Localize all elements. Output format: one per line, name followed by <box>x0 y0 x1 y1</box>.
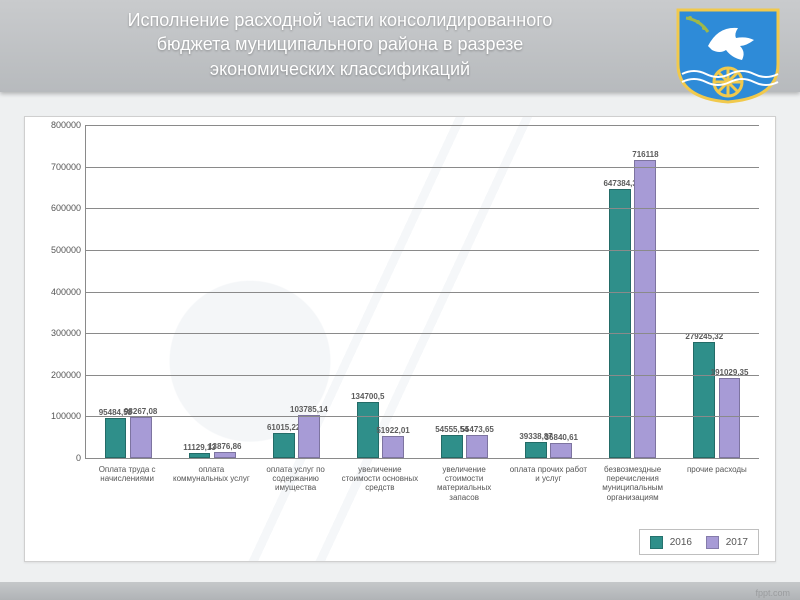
chart-plot-area: 95484,5898267,08 11129,1313876,86 61015,22… <box>85 125 759 459</box>
chart-container: 95484,5898267,08 11129,1313876,86 61015,22… <box>24 116 776 562</box>
bar-2017: 716118 <box>634 160 656 458</box>
bar-2017: 36840,61 <box>550 443 572 458</box>
watermark: fppt.com <box>755 588 790 598</box>
bar-2017: 55473,65 <box>466 435 488 458</box>
y-axis-tick: 600000 <box>29 203 81 213</box>
bar-value-label: 51922,01 <box>376 426 409 437</box>
grid-line <box>86 292 759 293</box>
grid-line <box>86 208 759 209</box>
bar-value-label: 36840,61 <box>545 433 578 444</box>
emblem-leaf <box>696 20 700 24</box>
bar-2016: 279245,32 <box>693 342 715 458</box>
legend-item-2017: 2017 <box>706 536 748 549</box>
x-axis-label: оплата услуг по содержанию имущества <box>254 461 338 527</box>
bar-value-label: 716118 <box>632 150 658 161</box>
y-axis-tick: 500000 <box>29 245 81 255</box>
x-axis-label: прочие расходы <box>675 461 759 527</box>
bar-2016: 61015,22 <box>273 433 295 458</box>
bar-2016: 39338,87 <box>525 442 547 458</box>
bar-2017: 51922,01 <box>382 436 404 458</box>
y-axis-tick: 300000 <box>29 328 81 338</box>
y-axis-tick: 700000 <box>29 162 81 172</box>
grid-line <box>86 333 759 334</box>
legend-swatch-2016 <box>650 536 663 549</box>
bar-2017: 103785,14 <box>298 415 320 458</box>
y-axis-tick: 100000 <box>29 411 81 421</box>
bar-value-label: 61015,22 <box>267 423 300 434</box>
x-axis-label: увеличение стоимости материальных запасо… <box>422 461 506 527</box>
emblem-leaf <box>702 26 706 30</box>
y-axis-tick: 800000 <box>29 120 81 130</box>
bar-2017: 191029,35 <box>719 378 741 458</box>
emblem <box>668 4 788 104</box>
emblem-leaf <box>688 16 692 20</box>
legend-swatch-2017 <box>706 536 719 549</box>
x-axis-label: увеличение стоимости основных средств <box>338 461 422 527</box>
x-axis-label: оплата коммунальных услуг <box>169 461 253 527</box>
legend-label-2017: 2017 <box>726 537 748 548</box>
y-axis-tick: 200000 <box>29 370 81 380</box>
bar-value-label: 13876,86 <box>208 442 241 453</box>
grid-line <box>86 125 759 126</box>
grid-line <box>86 416 759 417</box>
y-axis-tick: 400000 <box>29 287 81 297</box>
y-axis-tick: 0 <box>29 453 81 463</box>
bar-2016: 95484,58 <box>105 418 127 458</box>
x-axis-label: оплата прочих работ и услуг <box>506 461 590 527</box>
bar-value-label: 647384,3 <box>603 179 636 190</box>
x-axis-labels: Оплата труда с начислениямиоплата коммун… <box>85 461 759 527</box>
footer-band: fppt.com <box>0 582 800 600</box>
bar-value-label: 55473,65 <box>460 425 493 436</box>
x-axis-label: безвозмездные перечисления муниципальным… <box>591 461 675 527</box>
bar-2017: 13876,86 <box>214 452 236 458</box>
bar-2017: 98267,08 <box>130 417 152 458</box>
legend-item-2016: 2016 <box>650 536 692 549</box>
grid-line <box>86 250 759 251</box>
legend-label-2016: 2016 <box>670 537 692 548</box>
bar-2016: 647384,3 <box>609 189 631 458</box>
page-title: Исполнение расходной части консолидирова… <box>40 8 640 81</box>
bar-2016: 11129,13 <box>189 453 211 458</box>
header-band: Исполнение расходной части консолидирова… <box>0 0 800 92</box>
grid-line <box>86 167 759 168</box>
bar-value-label: 103785,14 <box>290 405 328 416</box>
bar-value-label: 134700,5 <box>351 392 384 403</box>
chart-legend: 2016 2017 <box>639 529 759 555</box>
bar-2016: 54555,54 <box>441 435 463 458</box>
grid-line <box>86 375 759 376</box>
x-axis-label: Оплата труда с начислениями <box>85 461 169 527</box>
